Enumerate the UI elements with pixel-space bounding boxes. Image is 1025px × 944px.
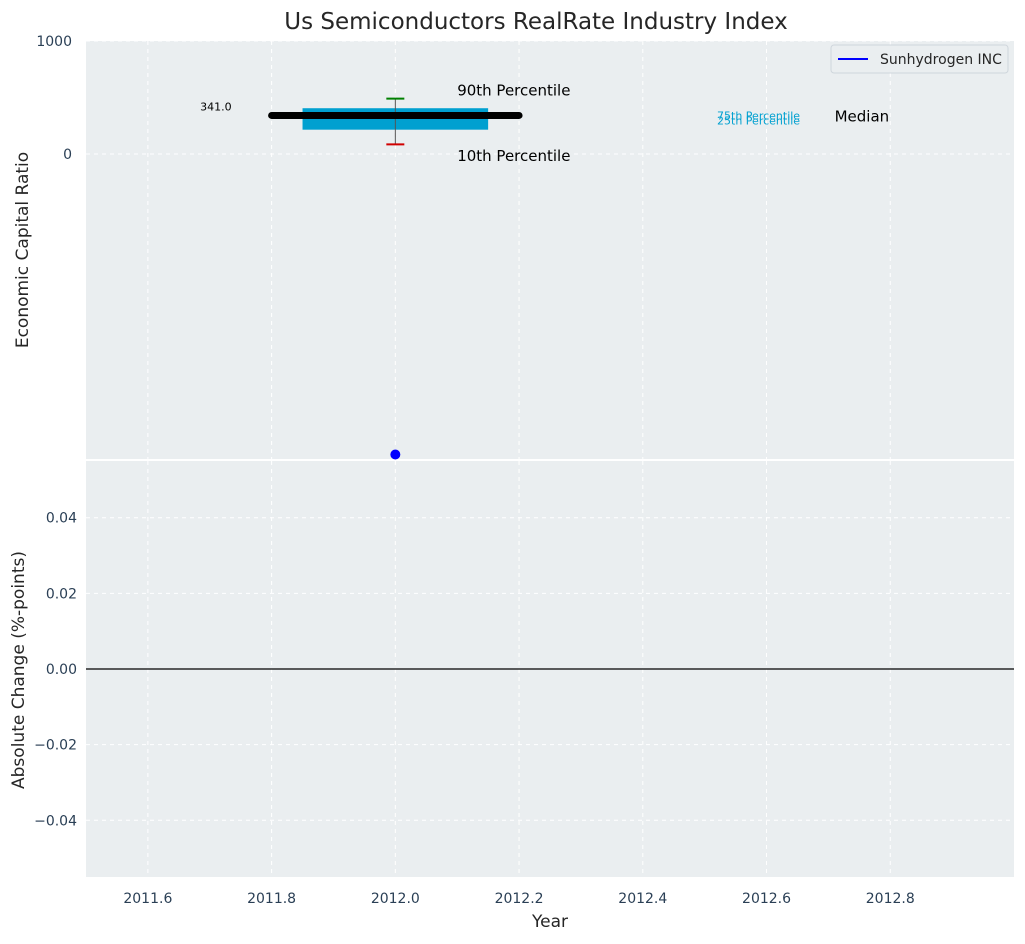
bottom-panel: 0.04 0.02 0.00 −0.02 −0.04 2011.6 2011.8 2012.… (9, 461, 1014, 932)
x-tick-label: 2011.8 (247, 891, 296, 907)
annotation-75th-percentile: 75th Percentile (717, 110, 800, 123)
x-tick-label: 2012.6 (742, 891, 791, 907)
bottom-y-axis-label: Absolute Change (%-points) (9, 551, 29, 789)
bottom-y-tick-label: −0.02 (34, 738, 77, 754)
percentile-box: 341.0 (200, 97, 523, 146)
annotation-median: Median (835, 108, 890, 126)
bottom-y-ticks: 0.04 0.02 0.00 −0.02 −0.04 (34, 511, 77, 830)
annotation-25th-percentile: 25th Percentile (717, 115, 800, 128)
top-y-tick-label: 0 (63, 147, 72, 163)
top-points (390, 449, 401, 460)
top-panel: 341.0 90th Percentile 10th Percentile 75th… (13, 9, 1014, 460)
x-tick-label: 2012.4 (618, 891, 667, 907)
chart-title: Us Semiconductors RealRate Industry Inde… (284, 9, 788, 35)
top-annotations: 90th Percentile 10th Percentile 75th Perce… (457, 82, 889, 166)
legend: Sunhydrogen INC (830, 44, 1009, 74)
bottom-y-tick-label: 0.04 (46, 511, 77, 527)
bottom-x-ticks: 2011.6 2011.8 2012.0 2012.2 2012.4 2012.6 2012… (123, 891, 914, 907)
annotation-90th-percentile: 90th Percentile (457, 82, 570, 100)
legend-label-sunhydrogen: Sunhydrogen INC (880, 52, 1002, 68)
top-y-axis-label: Economic Capital Ratio (13, 152, 33, 348)
legend-frame (830, 44, 1009, 74)
median-value-label: 341.0 (200, 100, 232, 113)
annotation-10th-percentile: 10th Percentile (457, 147, 570, 165)
x-axis-label: Year (531, 912, 568, 932)
top-grid (86, 40, 1014, 459)
x-tick-label: 2012.8 (866, 891, 915, 907)
top-y-ticks: 0 1000 (36, 34, 72, 163)
top-plot-background (86, 41, 1014, 459)
x-tick-label: 2012.2 (495, 891, 544, 907)
bottom-y-tick-label: 0.02 (46, 586, 77, 602)
top-y-tick-label: 1000 (36, 34, 72, 50)
x-tick-label: 2011.6 (123, 891, 172, 907)
x-tick-label: 2012.0 (371, 891, 420, 907)
sunhydrogen-point (390, 449, 401, 460)
bottom-y-tick-label: 0.00 (46, 662, 77, 678)
bottom-y-tick-label: −0.04 (34, 813, 77, 829)
